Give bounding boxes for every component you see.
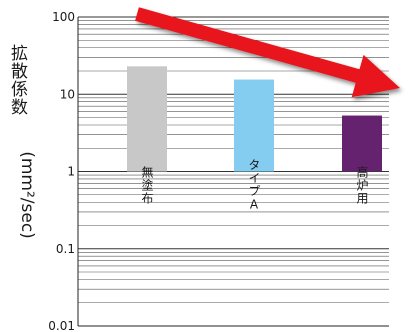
y-axis-label: 拡散係数 (mm²/sec) (7, 44, 37, 239)
trend-arrow (135, 7, 400, 98)
y-tick-label: 100 (52, 10, 75, 24)
category-labels: 無塗布 タイプA 高炉用 (140, 158, 369, 212)
y-tick-label: 0.1 (56, 242, 75, 256)
y-axis-label-unit: (mm²/sec) (17, 151, 37, 239)
category-label: 高炉用 (355, 165, 369, 205)
y-tick-label: 0.01 (48, 319, 75, 332)
bars (127, 66, 382, 172)
y-tick-labels: 100 10 1 0.1 0.01 (48, 10, 75, 332)
y-axis-label-main: 拡散係数 (7, 44, 28, 116)
bar (342, 115, 382, 172)
y-tick-label: 10 (60, 87, 75, 101)
category-label: タイプA (247, 158, 261, 212)
trend-arrow-shape (135, 7, 400, 98)
bar (127, 66, 167, 172)
y-tick-label: 1 (67, 165, 75, 179)
category-label: 無塗布 (140, 165, 154, 205)
axes (77, 17, 389, 327)
bar (234, 79, 274, 172)
